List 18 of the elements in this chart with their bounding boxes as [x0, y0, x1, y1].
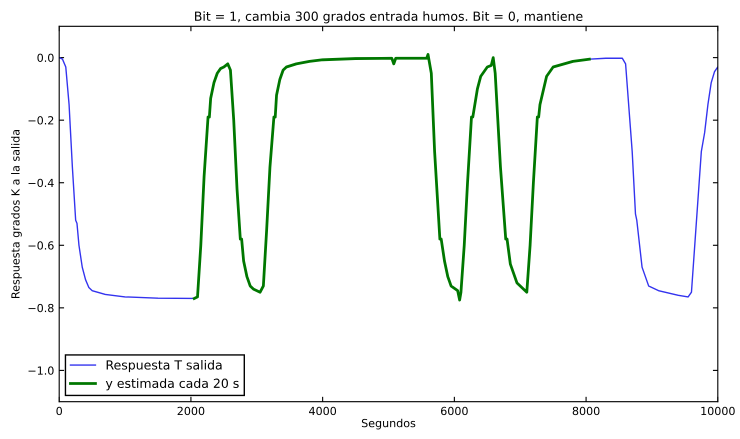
legend-label: Respuesta T salida [106, 360, 222, 372]
y-tick-label: −1.0 [28, 366, 54, 375]
legend-label: y estimada cada 20 s [106, 378, 239, 390]
x-tick-label: 2000 [178, 406, 204, 416]
y-tick-label: −0.8 [28, 304, 54, 312]
x-tick-label: 10000 [701, 406, 735, 416]
line-series [192, 53, 591, 302]
x-tick-label: 4000 [309, 406, 336, 416]
y-tick-label: 0.0 [37, 54, 54, 62]
x-axis-title: Segundos [362, 418, 416, 430]
x-tick-label: 8000 [572, 406, 600, 416]
x-tick-label: 6000 [440, 406, 468, 416]
y-axis-title: Respuesta grados K a la salida [11, 130, 22, 298]
y-tick-label: −0.4 [28, 178, 54, 188]
y-tick-label: −0.6 [28, 241, 54, 250]
y-tick-label: −0.2 [28, 116, 54, 125]
x-tick-label: 0 [56, 406, 62, 416]
chart-title: Bit = 1, cambia 300 grados entrada humos. Bit = 0, mantiene [195, 11, 583, 24]
